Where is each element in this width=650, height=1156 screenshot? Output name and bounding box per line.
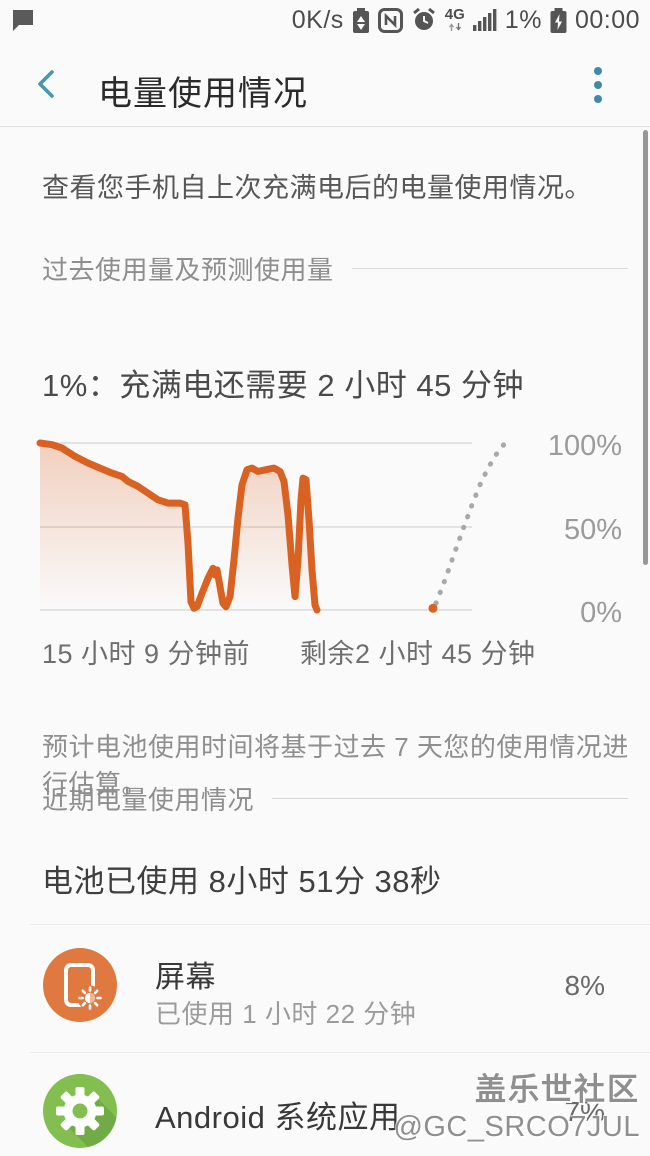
ytick-100: 100%	[547, 430, 622, 462]
ytick-0: 0%	[580, 597, 622, 629]
list-item-percent: 7%	[564, 1096, 605, 1127]
charging-prediction-line	[433, 440, 508, 606]
list-item-percent: 8%	[564, 970, 605, 1001]
vertical-ellipsis-icon	[594, 67, 602, 75]
intro-text: 查看您手机自上次充满电后的电量使用情况。	[42, 173, 592, 203]
list-item-detail: 已使用 1 小时 22 分钟	[155, 999, 417, 1029]
list-divider	[30, 1052, 650, 1053]
xlabel-start: 15 小时 9 分钟前	[42, 639, 251, 669]
status-battery-percent: 1%	[504, 5, 542, 34]
battery-history-line	[36, 439, 321, 614]
status-clock: 00:00	[574, 5, 640, 34]
section-past-usage: 过去使用量及预测使用量	[42, 250, 628, 287]
network-speed: 0K/s	[291, 5, 344, 34]
battery-history-chart: 100% 50% 0%	[0, 420, 650, 632]
forecast-headline: 1%：充满电还需要 2 小时 45 分钟	[42, 368, 524, 403]
list-item-android-system[interactable]: Android 系统应用 7%	[0, 1054, 650, 1156]
battery-charging-icon	[550, 7, 567, 33]
screen-brightness-icon	[43, 948, 117, 1022]
status-bar: 0K/s 4G	[0, 0, 650, 40]
list-item-screen[interactable]: 屏幕 已使用 1 小时 22 分钟 8%	[0, 926, 650, 1052]
back-button[interactable]	[28, 64, 64, 104]
battery-saver-icon	[352, 7, 369, 33]
scrollbar[interactable]	[643, 130, 648, 565]
battery-chart-svg	[36, 439, 508, 614]
section-rule	[351, 268, 628, 269]
list-item-title: 屏幕	[155, 961, 216, 994]
nfc-icon	[377, 7, 403, 33]
ytick-50: 50%	[563, 514, 622, 546]
page-title: 电量使用情况	[98, 75, 308, 113]
section-recent-usage: 近期电量使用情况	[42, 780, 628, 817]
network-type: 4G	[445, 7, 465, 31]
app-header: 电量使用情况	[0, 40, 650, 127]
section-recent-usage-label: 近期电量使用情况	[42, 785, 255, 815]
message-bubble-icon	[13, 10, 33, 31]
battery-used-headline: 电池已使用 8小时 51分 38秒	[42, 864, 442, 899]
section-rule	[272, 798, 628, 799]
signal-strength-icon	[472, 9, 497, 31]
more-options-button[interactable]	[586, 62, 610, 108]
list-item-title: Android 系统应用	[155, 1100, 401, 1135]
list-divider	[30, 924, 650, 925]
settings-gear-icon	[43, 1074, 117, 1148]
prediction-start-dot	[428, 603, 438, 613]
data-arrows-icon	[448, 23, 461, 31]
chevron-left-icon	[38, 70, 54, 98]
alarm-icon	[412, 7, 435, 30]
section-past-usage-label: 过去使用量及预测使用量	[42, 255, 334, 285]
header-divider	[0, 126, 650, 127]
xlabel-remaining: 剩余2 小时 45 分钟	[300, 639, 536, 669]
battery-history-area	[40, 443, 317, 610]
estimate-note: 预计电池使用时间将基于过去 7 天您的使用情况进行估算。	[42, 732, 629, 799]
